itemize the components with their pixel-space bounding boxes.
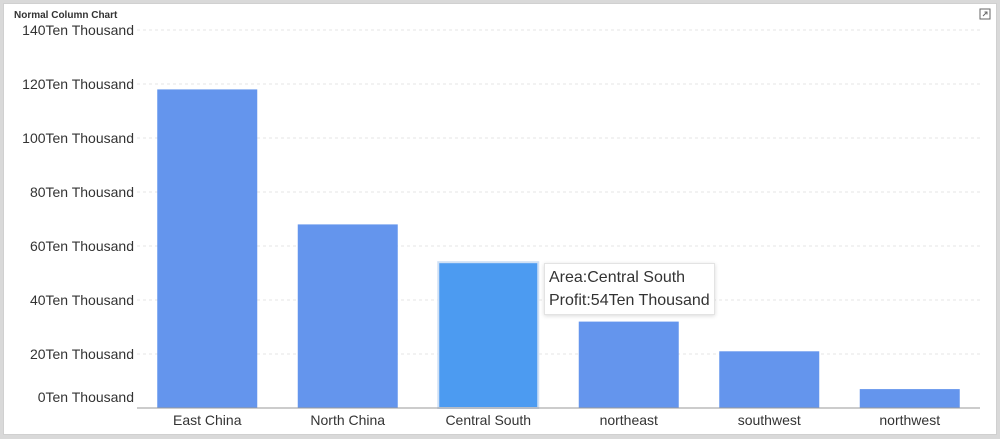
y-tick-label: 40Ten Thousand — [30, 292, 134, 308]
y-axis-ticks: 0Ten Thousand 20Ten Thousand 40Ten Thousan… — [22, 22, 134, 405]
x-tick-label: East China — [173, 412, 242, 428]
x-tick-label: Central South — [445, 412, 531, 428]
tooltip-area: Area:Central South — [549, 269, 686, 286]
y-tick-label: 140Ten Thousand — [22, 22, 134, 38]
x-tick-label: northwest — [879, 412, 940, 428]
y-tick-label: 100Ten Thousand — [22, 130, 134, 146]
bar-east-china[interactable] — [157, 89, 258, 409]
y-tick-label: 80Ten Thousand — [30, 184, 134, 200]
bar-tooltip: Area:Central South Profit:54Ten Thousand — [544, 263, 715, 315]
x-tick-label: southwest — [738, 412, 801, 428]
bar-northwest[interactable] — [859, 389, 960, 408]
bar-north-china[interactable] — [297, 224, 398, 408]
grid-lines — [137, 29, 980, 355]
panel-title: Normal Column Chart — [14, 10, 118, 21]
y-tick-label: 0Ten Thousand — [38, 389, 134, 405]
x-tick-label: northeast — [600, 412, 658, 428]
bar-central-south[interactable] — [437, 261, 540, 410]
bar-northeast[interactable] — [578, 321, 679, 408]
tooltip-profit: Profit:54Ten Thousand — [549, 292, 710, 309]
y-tick-label: 60Ten Thousand — [30, 238, 134, 254]
x-tick-label: North China — [310, 412, 385, 428]
bars — [157, 89, 960, 410]
y-tick-label: 120Ten Thousand — [22, 76, 134, 92]
bar-southwest[interactable] — [719, 351, 820, 408]
expand-icon[interactable] — [979, 8, 991, 20]
y-tick-label: 20Ten Thousand — [30, 346, 134, 362]
x-axis-ticks: East China North China Central South northe… — [173, 412, 940, 428]
